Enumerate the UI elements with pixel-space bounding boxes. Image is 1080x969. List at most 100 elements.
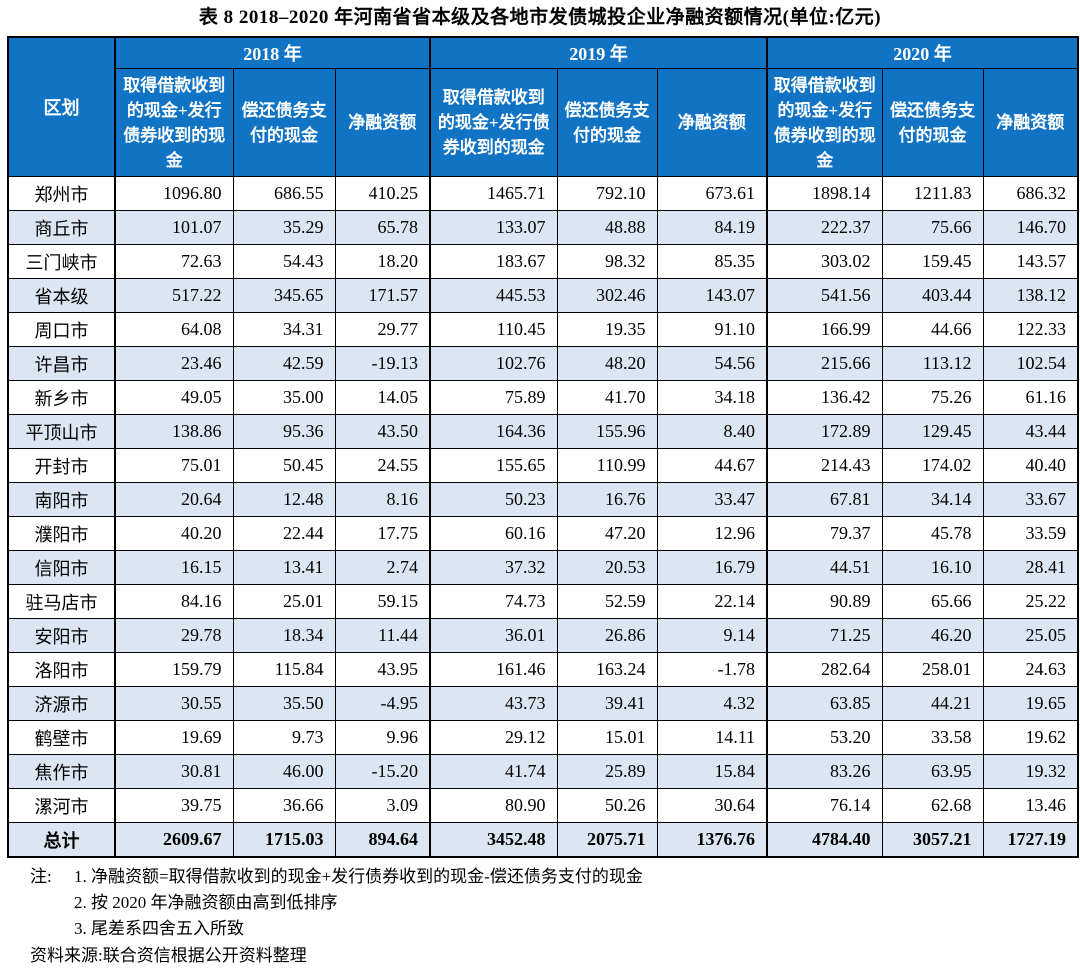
value-cell: 1096.80 — [114, 176, 234, 211]
value-cell: 30.64 — [656, 788, 768, 823]
value-cell: 19.32 — [982, 754, 1079, 789]
value-cell: 42.59 — [232, 346, 336, 381]
value-cell: 155.96 — [556, 414, 658, 449]
value-cell: 74.73 — [429, 584, 558, 619]
data-source-line: 资料来源:联合资信根据公开资料整理 — [30, 946, 307, 965]
value-cell: -15.20 — [334, 754, 431, 789]
table-header: 区划 2018 年 2019 年 2020 年 取得借款收到的现金+发行债券收到… — [7, 36, 1079, 177]
value-cell: 44.67 — [656, 448, 768, 483]
value-cell: 1727.19 — [982, 822, 1079, 858]
value-cell: 71.25 — [766, 618, 883, 653]
value-cell: 28.41 — [982, 550, 1079, 585]
value-cell: 4784.40 — [766, 822, 883, 858]
value-cell: 174.02 — [881, 448, 984, 483]
table-row: 信阳市 16.15 13.41 2.74 37.32 20.53 16.79 44.51 16.… — [7, 550, 1079, 585]
value-cell: 43.44 — [982, 414, 1079, 449]
value-cell: 19.62 — [982, 720, 1079, 755]
value-cell: 159.79 — [114, 652, 234, 687]
value-cell: 403.44 — [881, 278, 984, 313]
year-header-2018: 2018 年 — [113, 36, 431, 69]
value-cell: 40.40 — [982, 448, 1079, 483]
value-cell: 143.57 — [982, 244, 1079, 279]
value-cell: 76.14 — [766, 788, 883, 823]
value-cell: 1465.71 — [429, 176, 558, 211]
value-cell: 65.66 — [881, 584, 984, 619]
region-cell: 安阳市 — [7, 618, 116, 653]
value-cell: 445.53 — [429, 278, 558, 313]
table-row: 郑州市 1096.80 686.55 410.25 1465.71 792.10 673.6… — [7, 176, 1079, 211]
col-header-2020-repay: 偿还债务支付的现金 — [881, 68, 984, 177]
value-cell: 54.56 — [656, 346, 768, 381]
value-cell: 25.05 — [982, 618, 1079, 653]
value-cell: 792.10 — [556, 176, 658, 211]
region-cell: 济源市 — [7, 686, 116, 721]
value-cell: 19.65 — [982, 686, 1079, 721]
table-row: 周口市 64.08 34.31 29.77 110.45 19.35 91.10 166.99… — [7, 312, 1079, 347]
value-cell: 1211.83 — [881, 176, 984, 211]
value-cell: 44.51 — [766, 550, 883, 585]
col-header-2019-net: 净融资额 — [656, 68, 768, 177]
value-cell: 45.78 — [881, 516, 984, 551]
value-cell: 63.85 — [766, 686, 883, 721]
value-cell: 16.10 — [881, 550, 984, 585]
value-cell: 686.55 — [232, 176, 336, 211]
value-cell: 75.66 — [881, 210, 984, 245]
value-cell: 16.76 — [556, 482, 658, 517]
value-cell: 161.46 — [429, 652, 558, 687]
data-table: 区划 2018 年 2019 年 2020 年 取得借款收到的现金+发行债券收到… — [7, 36, 1080, 858]
region-cell: 三门峡市 — [7, 244, 116, 279]
value-cell: 43.50 — [334, 414, 431, 449]
value-cell: 41.70 — [556, 380, 658, 415]
value-cell: 50.23 — [429, 482, 558, 517]
value-cell: 303.02 — [766, 244, 883, 279]
value-cell: 258.01 — [881, 652, 984, 687]
value-cell: 43.73 — [429, 686, 558, 721]
value-cell: 52.59 — [556, 584, 658, 619]
value-cell: 35.50 — [232, 686, 336, 721]
value-cell: 282.64 — [766, 652, 883, 687]
note-item-2: 2. 按 2020 年净融资额由高到低排序 — [74, 893, 338, 912]
table-row: 开封市 75.01 50.45 24.55 155.65 110.99 44.67 214.4… — [7, 448, 1079, 483]
value-cell: 14.11 — [656, 720, 768, 755]
value-cell: 3057.21 — [881, 822, 984, 858]
value-cell: 12.96 — [656, 516, 768, 551]
value-cell: 155.65 — [429, 448, 558, 483]
value-cell: 113.12 — [881, 346, 984, 381]
value-cell: 41.74 — [429, 754, 558, 789]
value-cell: 83.26 — [766, 754, 883, 789]
year-header-row: 区划 2018 年 2019 年 2020 年 — [7, 36, 1079, 177]
value-cell: 164.36 — [429, 414, 558, 449]
value-cell: 110.99 — [556, 448, 658, 483]
value-cell: 64.08 — [114, 312, 234, 347]
table-row: 三门峡市 72.63 54.43 18.20 183.67 98.32 85.35 303.0… — [7, 244, 1079, 279]
table-row: 新乡市 49.05 35.00 14.05 75.89 41.70 34.18 136.42 7… — [7, 380, 1079, 415]
value-cell: 172.89 — [766, 414, 883, 449]
region-cell: 濮阳市 — [7, 516, 116, 551]
value-cell: 72.63 — [114, 244, 234, 279]
value-cell: 8.16 — [334, 482, 431, 517]
value-cell: 16.79 — [656, 550, 768, 585]
value-cell: 75.01 — [114, 448, 234, 483]
region-cell: 周口市 — [7, 312, 116, 347]
value-cell: 54.43 — [232, 244, 336, 279]
value-cell: 33.67 — [982, 482, 1079, 517]
table-row: 鹤壁市 19.69 9.73 9.96 29.12 15.01 14.11 53.20 33.5… — [7, 720, 1079, 755]
value-cell: 2.74 — [334, 550, 431, 585]
value-cell: -1.78 — [656, 652, 768, 687]
value-cell: 34.18 — [656, 380, 768, 415]
value-cell: 122.33 — [982, 312, 1079, 347]
value-cell: 1715.03 — [232, 822, 336, 858]
value-cell: 24.63 — [982, 652, 1079, 687]
value-cell: 222.37 — [766, 210, 883, 245]
value-cell: 894.64 — [334, 822, 431, 858]
col-header-2018-borrow: 取得借款收到的现金+发行债券收到的现金 — [114, 68, 234, 177]
value-cell: 33.59 — [982, 516, 1079, 551]
table-row: 焦作市 30.81 46.00 -15.20 41.74 25.89 15.84 83.26 6… — [7, 754, 1079, 789]
value-cell: 34.14 — [881, 482, 984, 517]
value-cell: 34.31 — [232, 312, 336, 347]
footnotes: 注: 1. 净融资额=取得借款收到的现金+发行债券收到的现金-偿还债务支付的现金… — [30, 864, 1080, 969]
table-row: 济源市 30.55 35.50 -4.95 43.73 39.41 4.32 63.85 44.… — [7, 686, 1079, 721]
value-cell: 19.69 — [114, 720, 234, 755]
value-cell: 115.84 — [232, 652, 336, 687]
value-cell: 40.20 — [114, 516, 234, 551]
